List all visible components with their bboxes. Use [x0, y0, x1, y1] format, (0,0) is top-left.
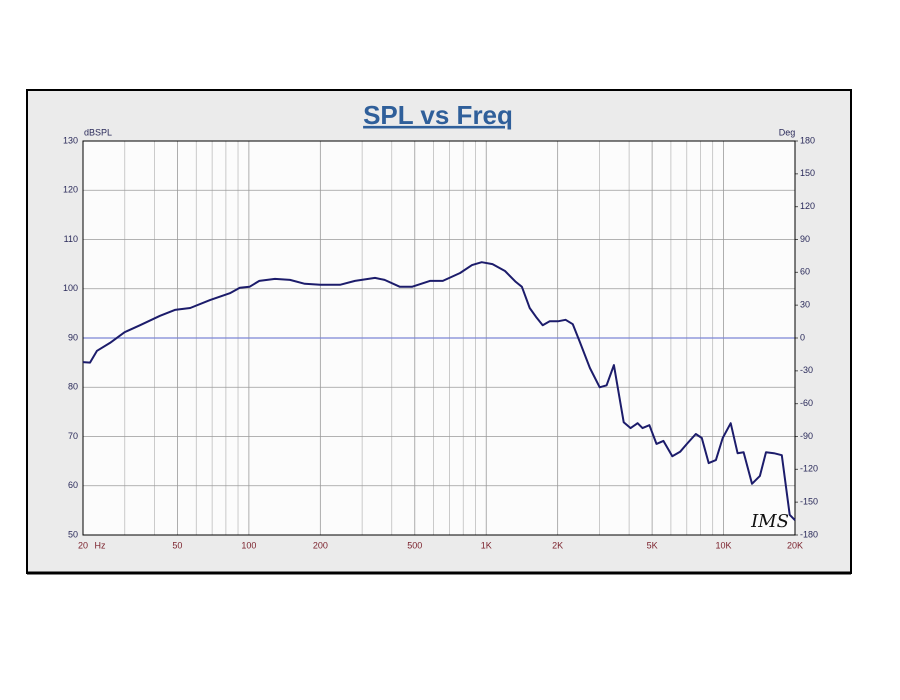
y2-tick-label: -60	[800, 398, 813, 408]
y2-tick-label: 0	[800, 332, 805, 342]
x-tick-label: 2K	[552, 540, 563, 550]
y2-tick-label: -30	[800, 365, 813, 375]
y2-tick-label: 30	[800, 300, 810, 310]
y-tick-label: 70	[68, 431, 78, 441]
y2-tick-label: 90	[800, 234, 810, 244]
plot-border	[82, 140, 796, 536]
x-tick-label: 5K	[647, 540, 658, 550]
x-tick-label: 500	[407, 540, 422, 550]
x-tick-label: 50	[172, 540, 182, 550]
y2-tick-label: -120	[800, 464, 818, 474]
y-tick-label: 110	[64, 234, 78, 244]
y-tick-label: 60	[68, 480, 78, 490]
x-tick-label: 20	[78, 540, 88, 550]
x-tick-label: 1K	[481, 540, 492, 550]
y2-tick-label: 180	[800, 135, 815, 145]
y2-tick-label: -150	[800, 497, 818, 507]
x-tick-label: 20K	[787, 540, 803, 550]
y-tick-label: 50	[68, 529, 78, 539]
x-tick-label: 10K	[716, 540, 732, 550]
chart-title: SPL vs Freq	[363, 100, 513, 130]
y2-tick-label: -180	[800, 529, 818, 539]
y2-tick-label: -90	[800, 431, 813, 441]
y2-axis-label: Deg	[779, 127, 796, 137]
y2-tick-label: 60	[800, 267, 810, 277]
y-tick-label: 100	[63, 283, 78, 293]
y2-tick-label: 150	[800, 168, 815, 178]
x-tick-label: 100	[241, 540, 256, 550]
spl-line	[82, 261, 796, 521]
x-tick-label: 200	[313, 540, 328, 550]
x-axis-label: Hz	[95, 540, 106, 550]
y-tick-label: 80	[68, 382, 78, 392]
y2-tick-label: 120	[800, 201, 815, 211]
y-tick-label: 120	[63, 185, 78, 195]
y-axis-label: dBSPL	[84, 127, 112, 137]
y-tick-label: 130	[63, 135, 78, 145]
annotation: IMS	[750, 511, 789, 532]
y-tick-label: 90	[68, 332, 78, 342]
